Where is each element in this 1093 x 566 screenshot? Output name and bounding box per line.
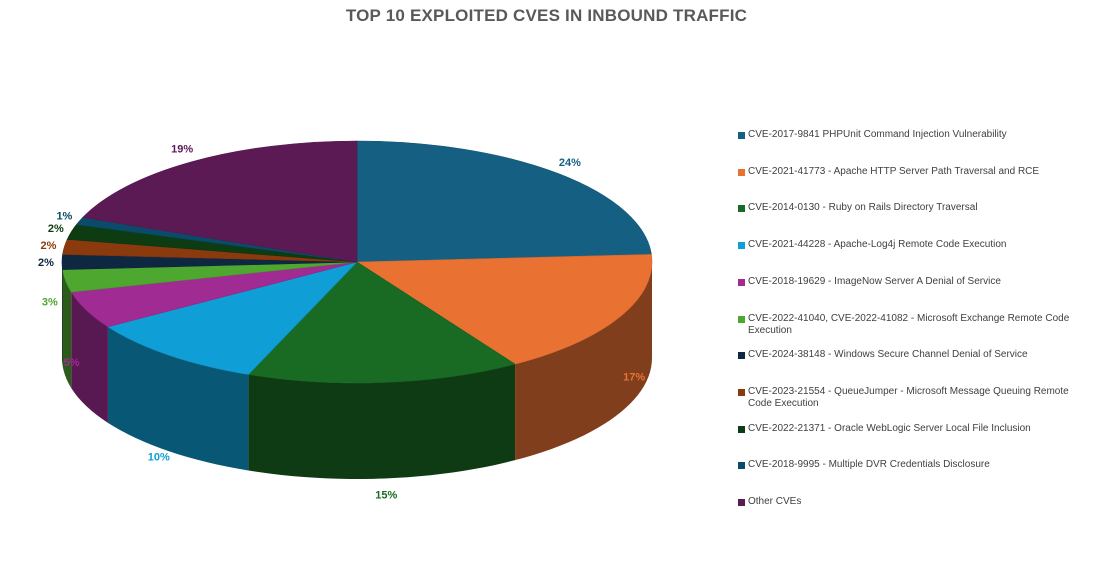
legend-item: CVE-2017-9841 PHPUnit Command Injection … <box>738 129 1090 141</box>
legend-label: CVE-2014-0130 - Ruby on Rails Directory … <box>748 202 978 214</box>
legend-item: CVE-2014-0130 - Ruby on Rails Directory … <box>738 202 1090 214</box>
pie-data-label-7: 2% <box>38 257 54 269</box>
pie-slice-1 <box>356 140 652 263</box>
legend-label: CVE-2017-9841 PHPUnit Command Injection … <box>748 129 1007 140</box>
legend-label: CVE-2022-41040, CVE-2022-41082 - Microso… <box>748 312 1070 336</box>
legend-label: CVE-2022-21371 - Oracle WebLogic Server … <box>748 422 1031 434</box>
pie-slices <box>61 140 653 384</box>
pie-data-label-1: 24% <box>559 157 581 169</box>
legend-swatch <box>738 315 745 323</box>
legend-label: CVE-2023-21554 - QueueJumper - Microsoft… <box>748 385 1069 409</box>
pie-data-label-9: 2% <box>48 223 64 235</box>
legend-item: CVE-2021-44228 - Apache-Log4j Remote Cod… <box>738 239 1090 251</box>
legend-swatch <box>738 388 745 396</box>
legend-swatch <box>738 132 745 139</box>
pie-side-7 <box>62 262 63 366</box>
pie-side-2 <box>515 262 652 461</box>
pie-side-4 <box>107 326 249 471</box>
pie-data-label-8: 2% <box>41 240 57 252</box>
legend-swatch <box>738 499 745 506</box>
legend-item: CVE-2024-38148 - Windows Secure Channel … <box>738 349 1090 361</box>
legend-swatch <box>738 242 745 250</box>
legend-label: CVE-2018-9995 - Multiple DVR Credentials… <box>748 459 990 471</box>
legend-item: CVE-2018-9995 - Multiple DVR Credentials… <box>738 459 1090 471</box>
legend-label: CVE-2021-44228 - Apache-Log4j Remote Cod… <box>748 239 1007 251</box>
legend-swatch <box>738 278 745 286</box>
legend-label: CVE-2024-38148 - Windows Secure Channel … <box>748 349 1028 361</box>
pie-data-label-6: 3% <box>42 297 58 309</box>
pie-data-label-4: 10% <box>148 451 170 463</box>
legend-swatch <box>738 168 745 176</box>
pie-side-walls <box>62 262 652 479</box>
legend-item: Other CVEs <box>738 496 1090 508</box>
pie-data-label-2: 17% <box>623 372 645 384</box>
legend-swatch <box>738 352 745 360</box>
legend-label: CVE-2021-41773 - Apache HTTP Server Path… <box>748 165 1040 177</box>
legend-item: CVE-2023-21554 - QueueJumper - Microsoft… <box>738 386 1090 410</box>
pie-data-label-3: 15% <box>375 489 397 501</box>
legend-item: CVE-2021-41773 - Apache HTTP Server Path… <box>738 166 1090 178</box>
legend-swatch <box>738 462 745 470</box>
pie-slice-4 <box>107 261 358 375</box>
pie-slice-3 <box>247 261 516 384</box>
legend-swatch <box>738 425 745 433</box>
pie-data-label-5: 5% <box>64 357 80 369</box>
legend-label: Other CVEs <box>748 496 802 507</box>
legend-swatch <box>738 205 745 213</box>
legend-item: CVE-2022-21371 - Oracle WebLogic Server … <box>738 423 1090 435</box>
legend-item: CVE-2022-41040, CVE-2022-41082 - Microso… <box>738 313 1090 337</box>
pie-data-labels: 24%17%15%10%5%3%2%2%2%1%19% <box>38 144 645 502</box>
legend-item: CVE-2018-19629 - ImageNow Server A Denia… <box>738 276 1090 288</box>
pie-data-label-11: 19% <box>171 144 193 156</box>
pie-side-3 <box>248 364 516 479</box>
legend-label: CVE-2018-19629 - ImageNow Server A Denia… <box>748 275 1001 287</box>
chart-title: TOP 10 EXPLOITED CVES IN INBOUND TRAFFIC <box>345 6 748 25</box>
pie-slice-11 <box>82 140 358 263</box>
pie-data-label-10: 1% <box>56 211 72 223</box>
pie-side-6 <box>62 269 72 389</box>
pie-slice-2 <box>356 254 653 365</box>
pie-side-5 <box>71 292 108 423</box>
